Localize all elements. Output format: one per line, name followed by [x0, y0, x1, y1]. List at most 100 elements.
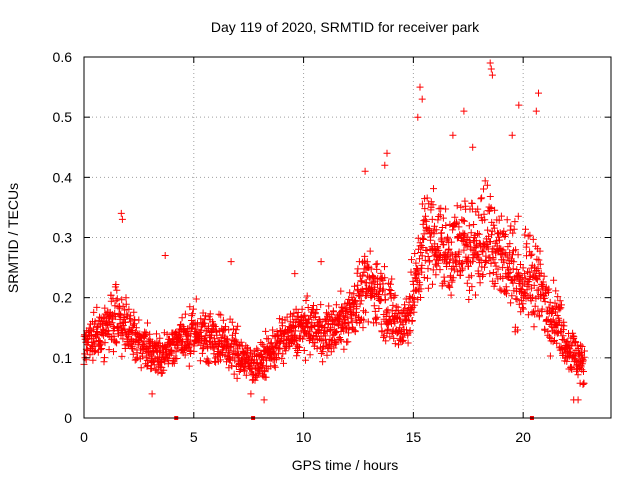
data-point: [90, 308, 98, 316]
x-tick-label: 10: [296, 429, 312, 445]
data-point: [549, 338, 557, 346]
data-point: [271, 363, 279, 371]
data-point: [387, 280, 394, 288]
data-point: [418, 95, 426, 103]
data-point: [481, 177, 489, 185]
data-point: [516, 277, 524, 285]
data-point: [418, 200, 426, 208]
data-point: [540, 294, 548, 302]
data-point: [437, 251, 444, 259]
data-point: [551, 299, 559, 307]
data-point: [474, 230, 481, 237]
data-point: [468, 283, 476, 291]
data-point: [231, 329, 239, 337]
data-point: [302, 356, 309, 364]
data-point: [557, 327, 565, 335]
data-point: [410, 308, 418, 316]
data-point: [205, 359, 213, 367]
data-point: [474, 250, 482, 258]
data-point: [534, 307, 542, 315]
data-point: [283, 313, 291, 321]
data-point: [273, 354, 280, 361]
data-point: [156, 334, 164, 342]
data-point: [381, 263, 388, 271]
data-point: [420, 274, 428, 281]
data-point: [148, 352, 156, 360]
data-point: [292, 336, 300, 344]
data-point: [307, 312, 315, 320]
data-point: [355, 291, 363, 299]
data-point: [429, 201, 437, 209]
data-point: [363, 258, 371, 266]
data-point: [367, 293, 375, 301]
data-point: [110, 348, 117, 356]
data-point: [449, 131, 457, 139]
data-point: [461, 230, 469, 238]
data-point: [370, 302, 378, 310]
data-point: [139, 352, 146, 360]
data-point: [301, 311, 309, 319]
data-point: [174, 342, 182, 350]
data-point: [580, 353, 588, 361]
data-point: [357, 297, 365, 305]
data-point: [122, 294, 130, 302]
data-point: [435, 213, 443, 220]
data-point: [446, 259, 453, 267]
data-point: [427, 233, 435, 241]
data-point: [118, 215, 126, 223]
data-point: [337, 337, 345, 345]
data-point: [440, 241, 448, 249]
data-point: [467, 229, 475, 237]
data-point: [362, 308, 370, 316]
data-point: [310, 314, 318, 321]
data-point: [431, 222, 438, 230]
data-point: [472, 291, 479, 299]
data-point: [513, 295, 521, 303]
data-point: [361, 252, 369, 260]
data-point: [552, 308, 559, 316]
data-point: [206, 310, 214, 318]
data-point: [142, 329, 150, 337]
data-point: [418, 261, 426, 269]
data-point: [188, 312, 196, 320]
data-point: [91, 318, 99, 326]
data-point: [459, 217, 467, 224]
data-point: [332, 329, 340, 337]
data-point: [430, 230, 438, 238]
data-point: [259, 372, 267, 380]
data-point: [274, 331, 282, 339]
data-point: [550, 276, 558, 284]
data-point: [387, 287, 395, 294]
data-point: [546, 352, 554, 360]
data-point: [530, 323, 538, 331]
data-point: [546, 333, 553, 341]
data-point: [383, 149, 391, 157]
data-point: [424, 253, 432, 260]
data-point: [275, 344, 283, 352]
data-point: [129, 350, 137, 358]
data-point: [253, 345, 261, 353]
data-point: [189, 310, 196, 318]
data-point: [506, 240, 514, 248]
data-point: [228, 362, 236, 370]
data-point: [125, 315, 133, 323]
data-point: [406, 327, 414, 334]
data-point: [429, 280, 436, 288]
data-point: [196, 357, 204, 365]
data-point: [416, 83, 424, 91]
data-point: [427, 198, 435, 206]
data-point: [294, 349, 302, 356]
data-point: [456, 260, 464, 268]
data-point: [559, 332, 567, 340]
data-point: [476, 279, 484, 287]
data-point: [330, 344, 338, 352]
data-point: [544, 328, 552, 336]
data-point: [247, 390, 255, 398]
data-point: [486, 270, 494, 278]
data-point: [447, 291, 455, 299]
data-point: [313, 306, 321, 313]
data-point: [304, 304, 312, 311]
data-point: [399, 333, 407, 341]
data-point: [382, 337, 390, 345]
data-point: [503, 216, 511, 224]
